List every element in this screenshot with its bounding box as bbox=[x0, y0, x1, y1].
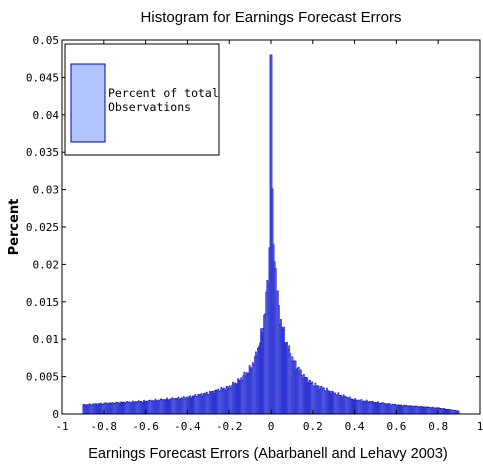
x-axis: -1 -0.8 -0.6 -0.4 -0.2 0 0.2 0.4 0.6 0.8 1 bbox=[55, 40, 483, 433]
y-axis: 0 0.005 0.01 0.015 0.02 0.025 0.03 0.035 0.04 0.0… bbox=[26, 34, 480, 421]
x-tick-label: 0.6 bbox=[386, 420, 406, 433]
y-tick-label: 0.02 bbox=[33, 258, 60, 271]
x-tick-label: 0.4 bbox=[345, 420, 365, 433]
x-tick-label: -0.6 bbox=[132, 420, 159, 433]
legend-swatch bbox=[70, 63, 106, 143]
y-tick-label: 0.035 bbox=[26, 146, 59, 159]
y-tick-label: 0.005 bbox=[26, 371, 59, 384]
y-tick-label: 0.01 bbox=[33, 333, 60, 346]
x-axis-label: Earnings Forecast Errors (Abarbanell and… bbox=[88, 446, 447, 462]
x-tick-label: 0 bbox=[268, 420, 275, 433]
y-tick-label: 0.05 bbox=[33, 34, 60, 47]
y-axis-label: Percent bbox=[7, 199, 22, 256]
x-tick-label: -1 bbox=[55, 420, 68, 433]
y-tick-label: 0.04 bbox=[33, 109, 60, 122]
legend-label-line1: Percent of total bbox=[108, 86, 219, 100]
x-tick-label: 0.2 bbox=[303, 420, 323, 433]
legend-label-line2: Observations bbox=[108, 100, 191, 114]
y-tick-label: 0.015 bbox=[26, 296, 59, 309]
x-tick-label: 0.8 bbox=[428, 420, 448, 433]
y-tick-label: 0.025 bbox=[26, 221, 59, 234]
x-tick-label: -0.4 bbox=[174, 420, 201, 433]
y-tick-label: 0 bbox=[52, 408, 59, 421]
x-tick-label: -0.8 bbox=[91, 420, 118, 433]
x-tick-label: 1 bbox=[477, 420, 483, 433]
legend: Percent of total Observations bbox=[64, 43, 220, 156]
y-tick-label: 0.045 bbox=[26, 71, 59, 84]
chart-title: Histogram for Earnings Forecast Errors bbox=[141, 9, 402, 26]
x-tick-label: -0.2 bbox=[216, 420, 243, 433]
y-tick-label: 0.03 bbox=[33, 184, 60, 197]
